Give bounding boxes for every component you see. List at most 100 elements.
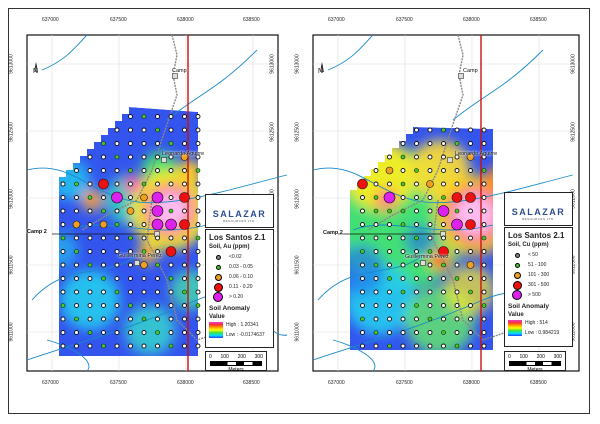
x-tick-bottom: 638000 <box>463 380 480 386</box>
soil-sample-point <box>101 276 106 281</box>
soil-sample-point <box>360 249 365 254</box>
soil-sample-point <box>101 330 106 335</box>
soil-sample-point <box>373 249 379 254</box>
soil-sample-point <box>414 181 419 187</box>
soil-sample-point <box>87 303 93 308</box>
soil-sample-point <box>179 219 190 230</box>
soil-sample-point <box>141 343 147 349</box>
soil-sample-point <box>481 127 487 133</box>
soil-sample-point <box>141 289 147 295</box>
soil-sample-point <box>360 330 365 335</box>
soil-sample-point <box>427 249 433 254</box>
soil-sample-point <box>168 343 174 349</box>
scale-bar: 0 100 200 300 Meters <box>504 351 566 373</box>
stream-line <box>46 339 90 372</box>
soil-sample-point <box>195 127 201 133</box>
y-tick: 9613000 <box>294 54 301 74</box>
ramp-high: High : 514 <box>525 320 548 326</box>
soil-sample-point <box>141 249 147 254</box>
soil-sample-point <box>168 114 174 119</box>
anomaly-blob <box>405 225 435 255</box>
stream-line <box>332 339 376 372</box>
soil-sample-point <box>140 261 148 269</box>
legend-class: > 0.20 <box>211 292 273 302</box>
soil-sample-point <box>400 276 406 281</box>
x-tick-bottom: 638500 <box>243 380 260 386</box>
soil-sample-point <box>451 192 463 203</box>
soil-sample-point <box>454 276 460 281</box>
soil-sample-point <box>87 181 93 187</box>
soil-sample-point <box>414 141 419 146</box>
soil-sample-point <box>195 276 201 281</box>
soil-sample-point <box>128 249 133 254</box>
soil-sample-point <box>373 181 379 187</box>
soil-sample-point <box>74 343 79 349</box>
soil-sample-point <box>60 181 66 187</box>
soil-sample-point <box>481 249 487 254</box>
legend-class-label: <0.02 <box>229 254 242 260</box>
scale-tick: 300 <box>254 354 263 360</box>
soil-sample-point <box>360 208 365 214</box>
soil-sample-point <box>400 195 406 200</box>
soil-sample-point <box>454 289 460 295</box>
soil-sample-point <box>87 343 93 349</box>
legend-anomaly-title: Soil Anomaly <box>508 303 549 310</box>
soil-sample-point <box>441 127 446 133</box>
soil-sample-point <box>128 141 133 146</box>
stream-line <box>31 254 138 301</box>
soil-sample-point <box>141 303 147 308</box>
soil-sample-point <box>128 195 133 200</box>
soil-sample-point <box>195 289 201 295</box>
anomaly-blob <box>453 193 493 237</box>
soil-sample-point <box>155 276 160 281</box>
soil-sample-point <box>373 330 379 335</box>
soil-sample-point <box>114 141 120 146</box>
soil-sample-point <box>468 303 473 308</box>
soil-sample-point <box>454 181 460 187</box>
soil-sample-point <box>427 343 433 349</box>
soil-sample-point <box>155 181 160 187</box>
soil-sample-point <box>373 222 379 227</box>
soil-sample-point <box>454 154 460 160</box>
soil-sample-point <box>373 208 379 214</box>
legend-class: > 500 <box>510 290 572 300</box>
soil-sample-point <box>400 303 406 308</box>
soil-sample-point <box>400 343 406 349</box>
stream-line <box>452 49 544 121</box>
soil-sample-point <box>87 195 93 200</box>
soil-sample-point <box>155 249 160 254</box>
circle-symbol-icon <box>213 282 223 292</box>
soil-sample-point <box>72 220 81 229</box>
soil-sample-point <box>427 168 433 173</box>
soil-sample-point <box>114 289 120 295</box>
page-frame <box>8 8 590 414</box>
soil-sample-point <box>414 208 419 214</box>
soil-sample-point <box>114 208 120 214</box>
soil-sample-point <box>114 316 120 322</box>
soil-sample-point <box>414 316 419 322</box>
soil-sample-point <box>101 235 106 241</box>
soil-sample-point <box>141 114 147 119</box>
soil-sample-point <box>481 222 487 227</box>
soil-sample-point <box>195 208 201 214</box>
soil-sample-point <box>99 220 108 229</box>
soil-sample-point <box>454 249 460 254</box>
soil-sample-point <box>373 262 379 268</box>
soil-sample-point <box>441 141 446 146</box>
soil-sample-point <box>468 316 473 322</box>
soil-sample-point <box>414 127 419 133</box>
soil-sample-point <box>87 222 93 227</box>
legend-subtitle: Soil, Au (ppm) <box>209 244 250 250</box>
ramp-low: Low : 0.984219 <box>525 330 560 336</box>
soil-sample-point <box>74 303 79 308</box>
soil-sample-point <box>168 235 174 241</box>
camp-marker-icon <box>458 73 464 79</box>
soil-sample-point <box>87 208 93 214</box>
soil-sample-point <box>441 195 446 200</box>
soil-sample-point <box>182 181 187 187</box>
road-track <box>432 199 514 341</box>
soil-sample-point <box>101 303 106 308</box>
soil-sample-point <box>427 316 433 322</box>
soil-sample-point <box>98 178 109 190</box>
